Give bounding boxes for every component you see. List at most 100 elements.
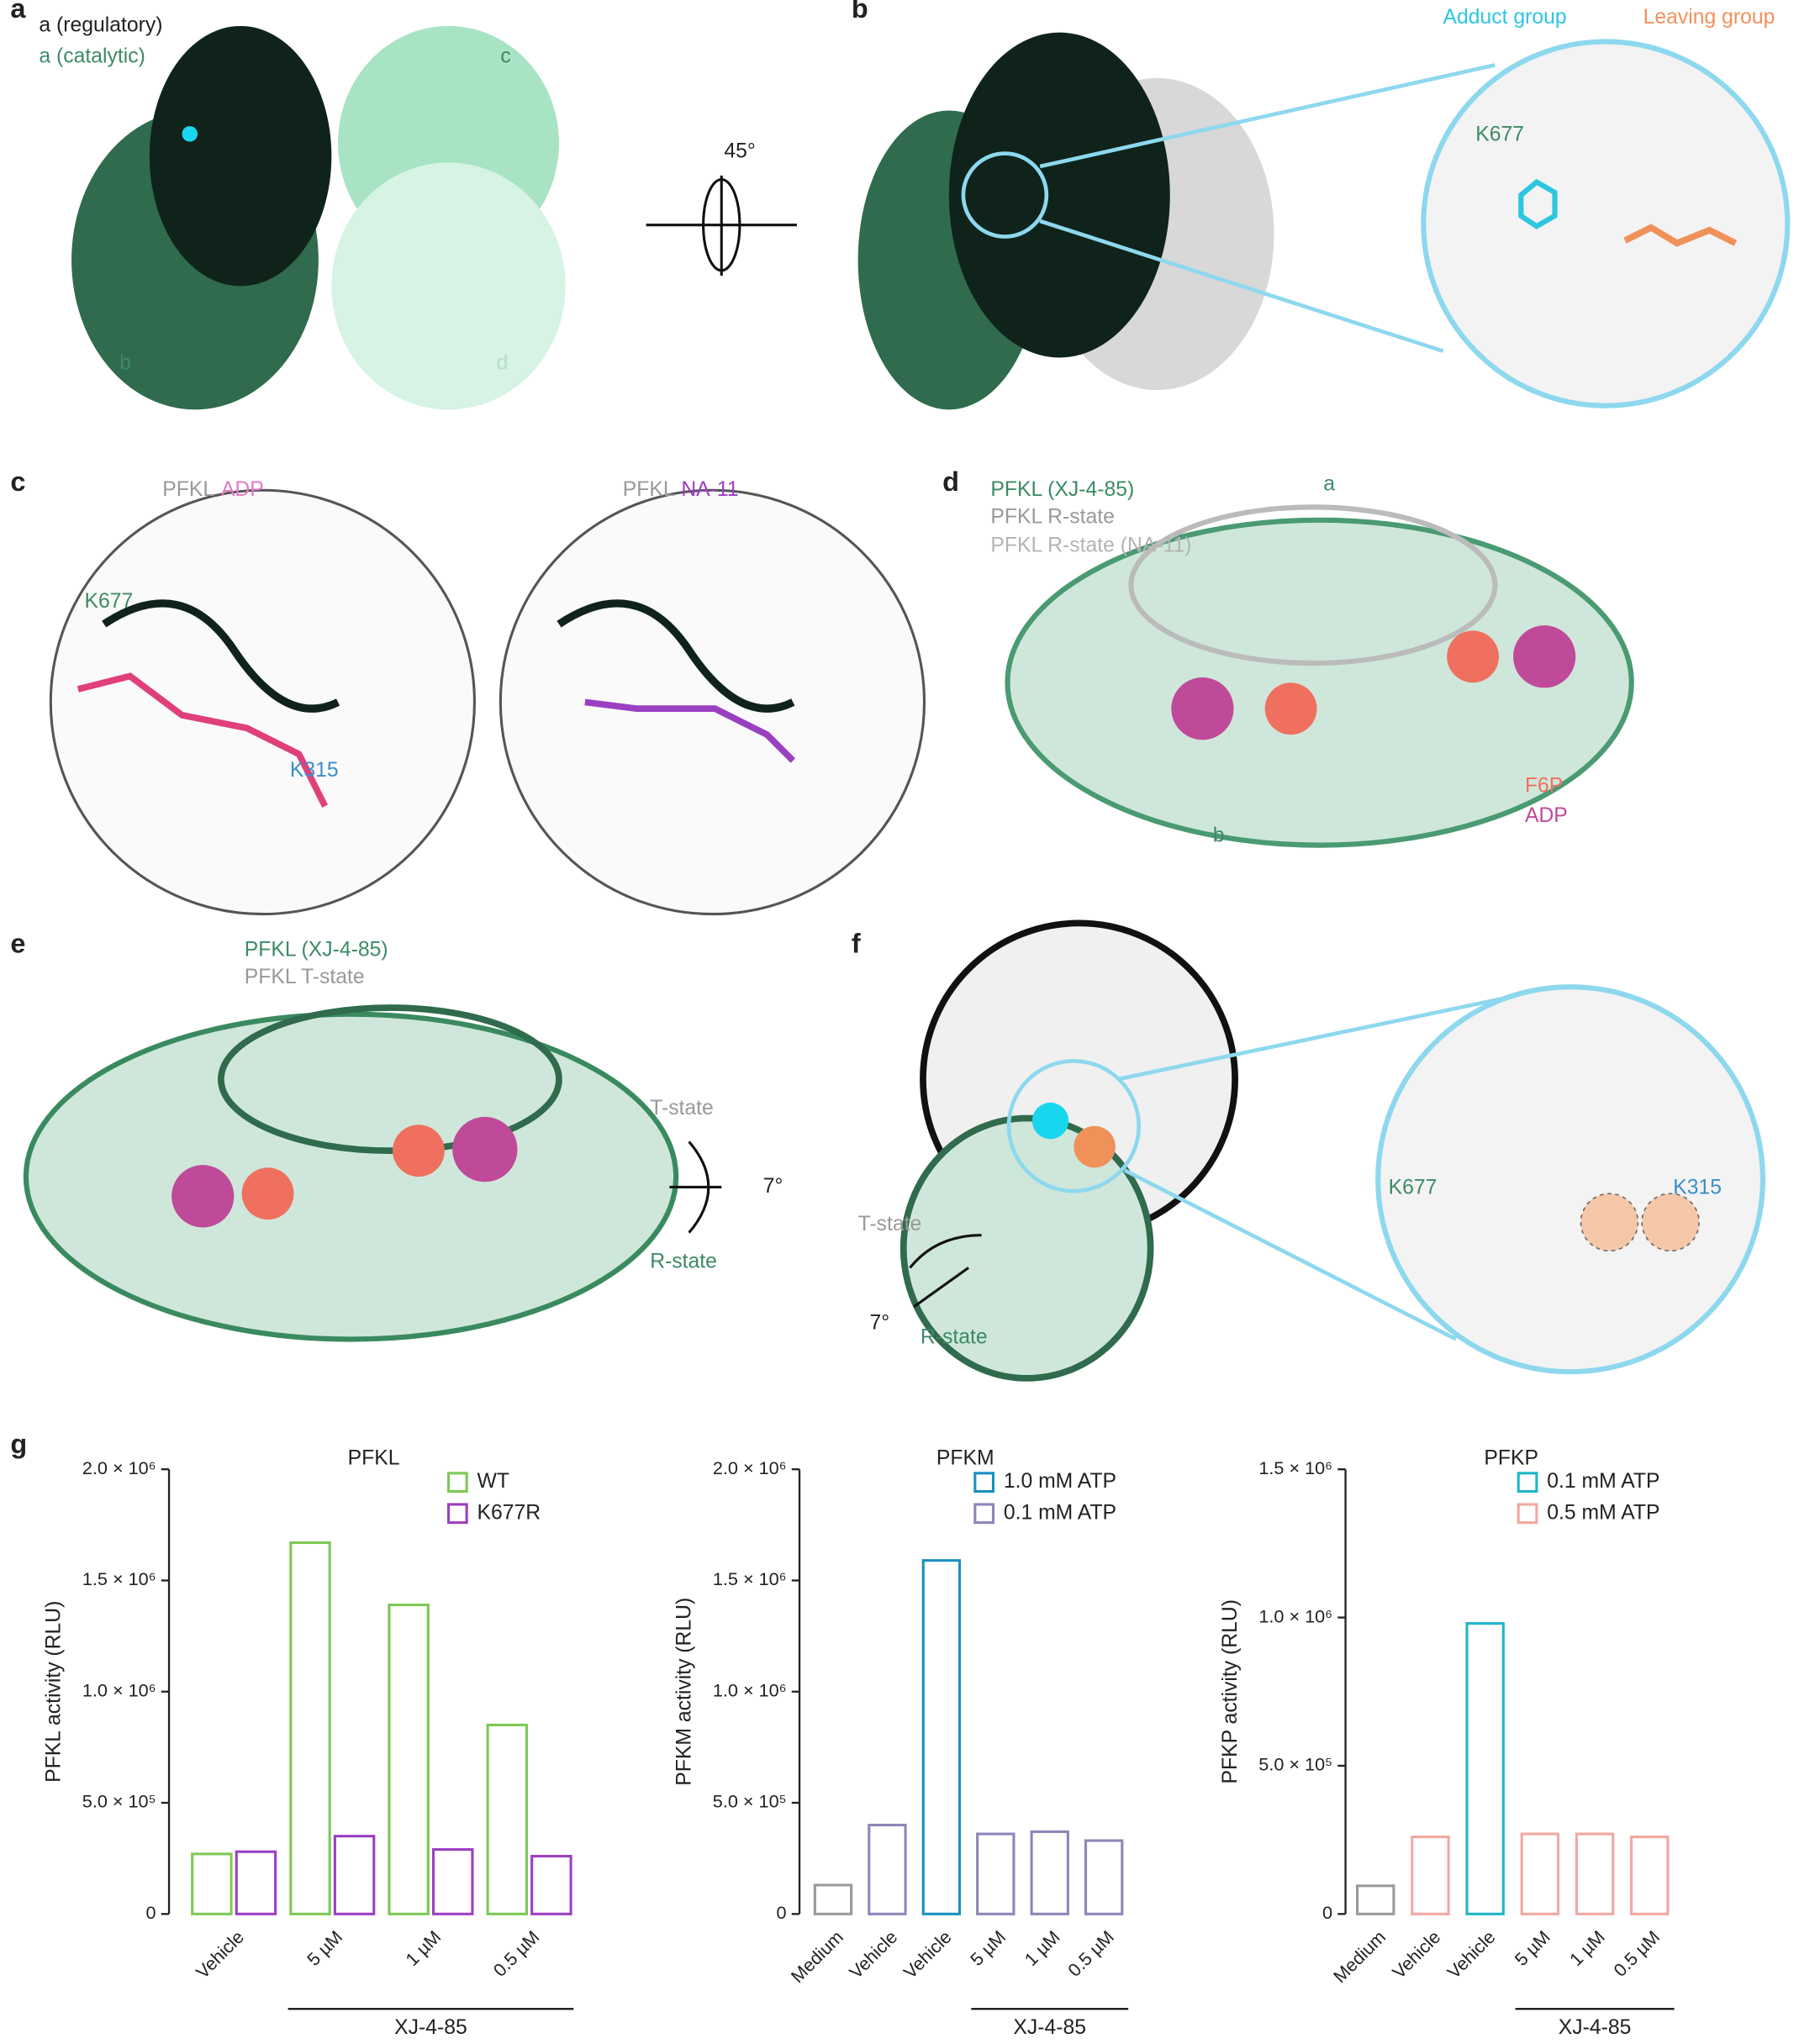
bar [289,1541,331,1915]
legend-swatch [446,1503,468,1525]
label: c [500,45,510,68]
x-tick-label: 1 µM [401,1926,445,1970]
legend-swatch [446,1472,468,1493]
label: PFKL R-state [990,505,1115,528]
label: PFKL (XJ-4-85) [245,938,388,961]
x-tick-label: 1 µM [1021,1926,1064,1970]
bar [388,1604,430,1915]
rotation-icon [646,175,797,276]
label: PFKL T-state [245,966,365,988]
legend-label: WT [477,1470,509,1493]
legend-label: 1.0 mM ATP [1004,1470,1116,1493]
bar [1411,1836,1450,1915]
panel-c-art [49,488,926,916]
y-tick-label: 0 [1322,1902,1332,1923]
legend-swatch [973,1503,995,1525]
y-tick-label: 0 [777,1902,787,1923]
x-tick-label: Vehicle [845,1926,901,1983]
label: Leaving group [1643,6,1775,29]
label: a (catalytic) [39,45,145,68]
legend-swatch [1517,1503,1538,1525]
legend-label: 0.5 mM ATP [1547,1501,1659,1524]
bracket-label: XJ-4-85 [1559,2016,1632,2039]
label: PFKL R-state (NA-11) [990,534,1191,556]
label: 7° [763,1175,783,1198]
panel-letter: g [10,1429,27,1459]
legend-label: 0.1 mM ATP [1004,1501,1116,1524]
x-tick-label: 0.5 µM [1609,1926,1664,1981]
label: F6P [1525,775,1563,798]
bar [431,1848,474,1915]
label: PFKL [162,478,214,501]
panel-letter: d [942,466,959,497]
label: ADP [221,478,264,501]
label: a (regulatory) [39,13,162,36]
panel-letter: a [10,0,26,24]
y-tick-label: 1.5 × 10⁶ [82,1568,156,1589]
y-tick-label: 1.0 × 10⁶ [1258,1605,1332,1626]
label: ADP [1525,804,1568,827]
label: PFKL (XJ-4-85) [990,478,1134,501]
legend-swatch [1517,1472,1538,1493]
panel-a-art [71,25,566,410]
panel-letter: c [10,466,25,497]
x-tick-label: Vehicle [899,1926,956,1983]
label: K677 [85,590,134,613]
bar [191,1852,233,1915]
y-tick-label: 0 [146,1902,156,1923]
x-tick-label: 1 µM [1565,1926,1609,1970]
bar [1356,1884,1395,1915]
label: K315 [290,759,339,782]
y-tick-label: 5.0 × 10⁵ [713,1791,787,1812]
bar [976,1832,1016,1915]
y-axis-label: PFKM activity (RLU) [673,1598,696,1786]
label: d [497,352,509,375]
panel-letter: e [10,928,25,958]
x-tick-label: Medium [787,1926,847,1987]
y-tick-label: 2.0 × 10⁶ [82,1457,156,1478]
bar [486,1723,529,1915]
x-tick-label: Vehicle [1443,1926,1500,1983]
label: K677 [1475,123,1524,145]
y-tick-label: 5.0 × 10⁵ [1258,1754,1332,1775]
y-axis-label: PFKL activity (RLU) [42,1601,65,1783]
label: NA-11 [681,478,738,501]
bar [333,1835,376,1915]
bar [1030,1830,1069,1915]
x-tick-label: 0.5 µM [489,1926,544,1981]
y-axis-label: PFKP activity (RLU) [1219,1599,1242,1783]
label: T-state [858,1213,922,1235]
bar [1084,1839,1124,1915]
label: b [119,352,131,375]
bar [1575,1832,1615,1915]
y-tick-label: 1.5 × 10⁶ [713,1568,787,1589]
panel-f-art [899,919,1766,1382]
y-tick-label: 2.0 × 10⁶ [713,1457,787,1478]
x-tick-label: 5 µM [966,1926,1010,1970]
bar [1520,1832,1560,1915]
panel-b-art [857,32,1791,410]
x-tick-label: Vehicle [1388,1926,1444,1983]
label: R-state [650,1251,717,1273]
bar [1465,1622,1505,1915]
label: 45° [724,140,755,163]
label: b [1213,824,1225,846]
x-tick-label: 0.5 µM [1063,1926,1118,1981]
chart-title: PFKL [348,1446,400,1469]
label: 7° [870,1311,890,1334]
x-tick-label: Vehicle [192,1926,248,1983]
label: a [1323,473,1335,496]
bracket-label: XJ-4-85 [394,2016,467,2039]
legend-label: K677R [477,1501,541,1524]
chart-title: PFKP [1484,1446,1538,1469]
label: Adduct group [1443,6,1567,29]
label: K315 [1673,1177,1722,1199]
y-tick-label: 1.0 × 10⁶ [82,1679,156,1700]
label: R-state [921,1325,988,1348]
x-tick-label: 5 µM [303,1926,346,1970]
panel-d-art [1005,504,1634,848]
bar [1630,1836,1670,1915]
y-tick-label: 1.5 × 10⁶ [1258,1457,1332,1478]
label: T-state [650,1097,714,1119]
